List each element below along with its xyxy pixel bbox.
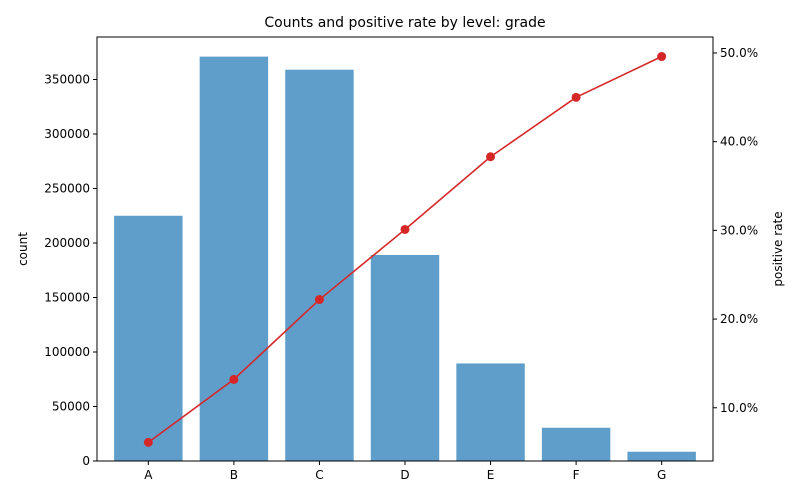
- x-tick-label-C: C: [315, 468, 323, 482]
- x-tick-label-A: A: [144, 468, 153, 482]
- x-tick-label-F: F: [573, 468, 580, 482]
- y-left-tick-label: 250000: [44, 182, 90, 196]
- bar-F: [541, 427, 611, 461]
- x-tick-label-B: B: [230, 468, 238, 482]
- rate-point-C: [314, 295, 324, 305]
- x-axis: A B C D E F G: [144, 461, 666, 482]
- y-left-tick-label: 100000: [44, 345, 90, 359]
- x-tick-label-D: D: [400, 468, 409, 482]
- bar-A: [114, 215, 183, 461]
- y-left-tick-label: 50000: [52, 400, 90, 414]
- bar-D: [370, 254, 440, 461]
- y-left-tick-label: 300000: [44, 127, 90, 141]
- x-tick-label-G: G: [657, 468, 666, 482]
- y-left-tick-label: 0: [82, 454, 90, 468]
- bar-E: [456, 363, 525, 461]
- y-right-tick-label: 40.0%: [720, 135, 758, 149]
- y-right-tick-label: 20.0%: [720, 312, 758, 326]
- y-left-tick-label: 150000: [44, 291, 90, 305]
- rate-point-B: [229, 374, 239, 384]
- bar-G: [627, 451, 696, 461]
- positive-rate-markers: [143, 52, 667, 447]
- y-left-tick-label: 200000: [44, 236, 90, 250]
- x-tick-label-E: E: [487, 468, 495, 482]
- y-axis-right: 10.0% 20.0% 30.0% 40.0% 50.0%: [713, 46, 758, 415]
- y-left-tick-label: 350000: [44, 73, 90, 87]
- chart-title: Counts and positive rate by level: grade: [264, 15, 545, 31]
- rate-point-F: [571, 92, 581, 102]
- y-axis-right-label: positive rate: [771, 211, 785, 286]
- y-right-tick-label: 30.0%: [720, 223, 758, 237]
- bar-B: [199, 56, 269, 461]
- y-right-tick-label: 10.0%: [720, 401, 758, 415]
- rate-point-G: [657, 52, 667, 62]
- rate-point-D: [400, 224, 410, 234]
- y-right-tick-label: 50.0%: [720, 46, 758, 60]
- rate-point-A: [143, 437, 153, 447]
- rate-point-E: [486, 152, 496, 162]
- y-axis-left: 0 50000 100000 150000 200000 250000 300000 3500…: [44, 73, 97, 468]
- bar-series: [114, 56, 696, 462]
- bar-C: [285, 69, 354, 462]
- y-axis-left-label: count: [16, 232, 30, 266]
